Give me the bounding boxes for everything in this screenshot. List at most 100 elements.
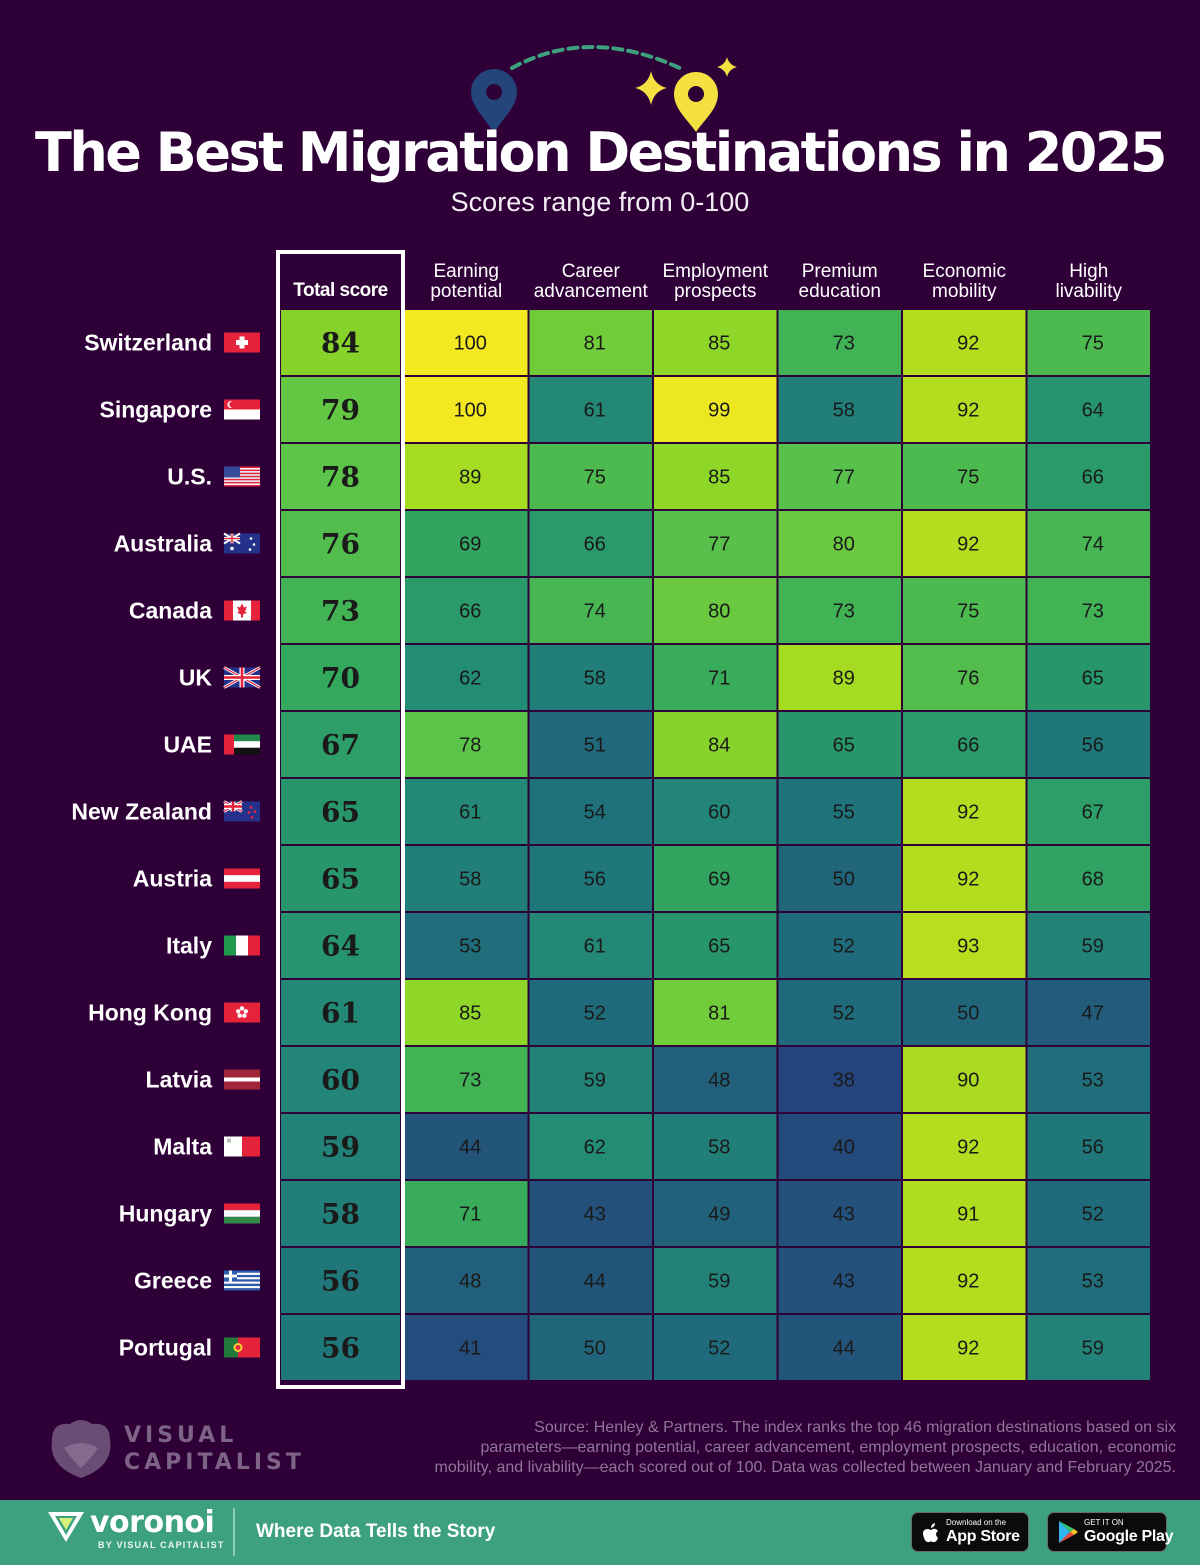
heatmap-cell (903, 1248, 1026, 1313)
total-score-cell (281, 1181, 400, 1246)
heatmap-cell (654, 1114, 777, 1179)
uae-flag-icon (224, 734, 260, 755)
total-score-value: 56 (321, 1332, 360, 1365)
cell-value: 41 (459, 1338, 481, 1360)
cell-value: 52 (584, 1003, 606, 1025)
chart-subtitle: Scores range from 0-100 (450, 187, 750, 217)
country-label: Hong Kong (88, 1000, 212, 1026)
cell-value: 52 (833, 936, 855, 958)
heatmap-cell (654, 578, 777, 643)
heatmap-cell (529, 846, 652, 911)
country-label: Canada (129, 598, 212, 624)
source-line: parameters—earning potential, career adv… (480, 1439, 1176, 1456)
heatmap-cell (1027, 1114, 1150, 1179)
google-play-button[interactable]: GET IT ON Google Play (1047, 1512, 1173, 1552)
cell-value: 99 (708, 400, 730, 422)
cell-value: 71 (708, 668, 730, 690)
heatmap-cell (778, 511, 901, 576)
cell-value: 58 (584, 668, 606, 690)
total-score-value: 65 (321, 863, 360, 896)
source-line: mobility, and livability—each scored out… (434, 1459, 1176, 1476)
heatmap-cell (654, 712, 777, 777)
cell-value: 85 (459, 1003, 481, 1025)
country-label: New Zealand (71, 799, 212, 825)
cell-value: 59 (1082, 936, 1104, 958)
apple-icon (923, 1523, 938, 1543)
cell-value: 66 (1082, 467, 1104, 489)
heatmap-cell (529, 712, 652, 777)
total-score-cell (281, 980, 400, 1045)
total-score-value: 61 (321, 997, 360, 1030)
cell-value: 84 (708, 735, 730, 757)
column-header-line: education (799, 281, 881, 302)
cell-value: 73 (833, 601, 855, 623)
cell-value: 56 (1082, 1137, 1104, 1159)
cell-value: 92 (957, 802, 979, 824)
column-header-line: advancement (534, 281, 649, 302)
heatmap-cell (778, 377, 901, 442)
cell-value: 80 (708, 601, 730, 623)
app-store-button[interactable]: Download on the App Store (911, 1512, 1029, 1552)
cell-value: 58 (459, 869, 481, 891)
column-header-line: Premium (802, 261, 878, 282)
total-score-value: 60 (321, 1064, 360, 1097)
total-score-cell (281, 645, 400, 710)
cell-value: 59 (584, 1070, 606, 1092)
cell-value: 69 (459, 534, 481, 556)
cell-value: 62 (459, 668, 481, 690)
italy-flag-icon (224, 935, 260, 956)
cell-value: 56 (584, 869, 606, 891)
austria-flag-icon (224, 868, 260, 889)
portugal-flag-icon (224, 1337, 260, 1358)
heatmap-cell (778, 1315, 901, 1380)
total-score-cell (281, 310, 400, 375)
heatmap-cell (778, 1047, 901, 1112)
cell-value: 54 (584, 802, 606, 824)
total-score-highlight-border (276, 250, 405, 1389)
cell-value: 92 (957, 333, 979, 355)
total-score-cell (281, 779, 400, 844)
chart-title: The Best Migration Destinations in 2025 (34, 121, 1168, 184)
cell-value: 43 (833, 1271, 855, 1293)
heatmap-cell (778, 578, 901, 643)
cell-value: 48 (459, 1271, 481, 1293)
heatmap-cell (778, 310, 901, 375)
cell-value: 75 (957, 601, 979, 623)
google-play-small-label: GET IT ON (1084, 1518, 1124, 1527)
heatmap-cell (903, 511, 1026, 576)
heatmap-cell (654, 511, 777, 576)
cell-value: 85 (708, 467, 730, 489)
cell-value: 65 (833, 735, 855, 757)
heatmap-cell (778, 712, 901, 777)
country-label: Switzerland (84, 330, 212, 356)
cell-value: 92 (957, 1271, 979, 1293)
heatmap-cell (1027, 846, 1150, 911)
country-label: Italy (166, 933, 212, 959)
cell-value: 100 (454, 333, 487, 355)
heatmap-cell (1027, 444, 1150, 509)
total-score-cell (281, 846, 400, 911)
heatmap-cell (654, 1047, 777, 1112)
column-header-line: High (1069, 261, 1108, 282)
heatmap-cell (903, 913, 1026, 978)
cell-value: 53 (459, 936, 481, 958)
heatmap-cell (778, 846, 901, 911)
heatmap-cell (405, 913, 528, 978)
heatmap-cell (405, 980, 528, 1045)
heatmap-cell (1027, 779, 1150, 844)
total-score-cell (281, 712, 400, 777)
cell-value: 92 (957, 534, 979, 556)
cell-value: 49 (708, 1204, 730, 1226)
heatmap-cell (654, 377, 777, 442)
country-label: UAE (163, 732, 212, 758)
heatmap-cell (778, 980, 901, 1045)
heatmap-cell (529, 1315, 652, 1380)
heatmap-cell (903, 377, 1026, 442)
heatmap-cell (405, 846, 528, 911)
greece-flag-icon (224, 1270, 260, 1291)
cell-value: 80 (833, 534, 855, 556)
cell-value: 64 (1082, 400, 1104, 422)
heatmap-cell (903, 1047, 1026, 1112)
country-label: Hungary (119, 1201, 213, 1227)
